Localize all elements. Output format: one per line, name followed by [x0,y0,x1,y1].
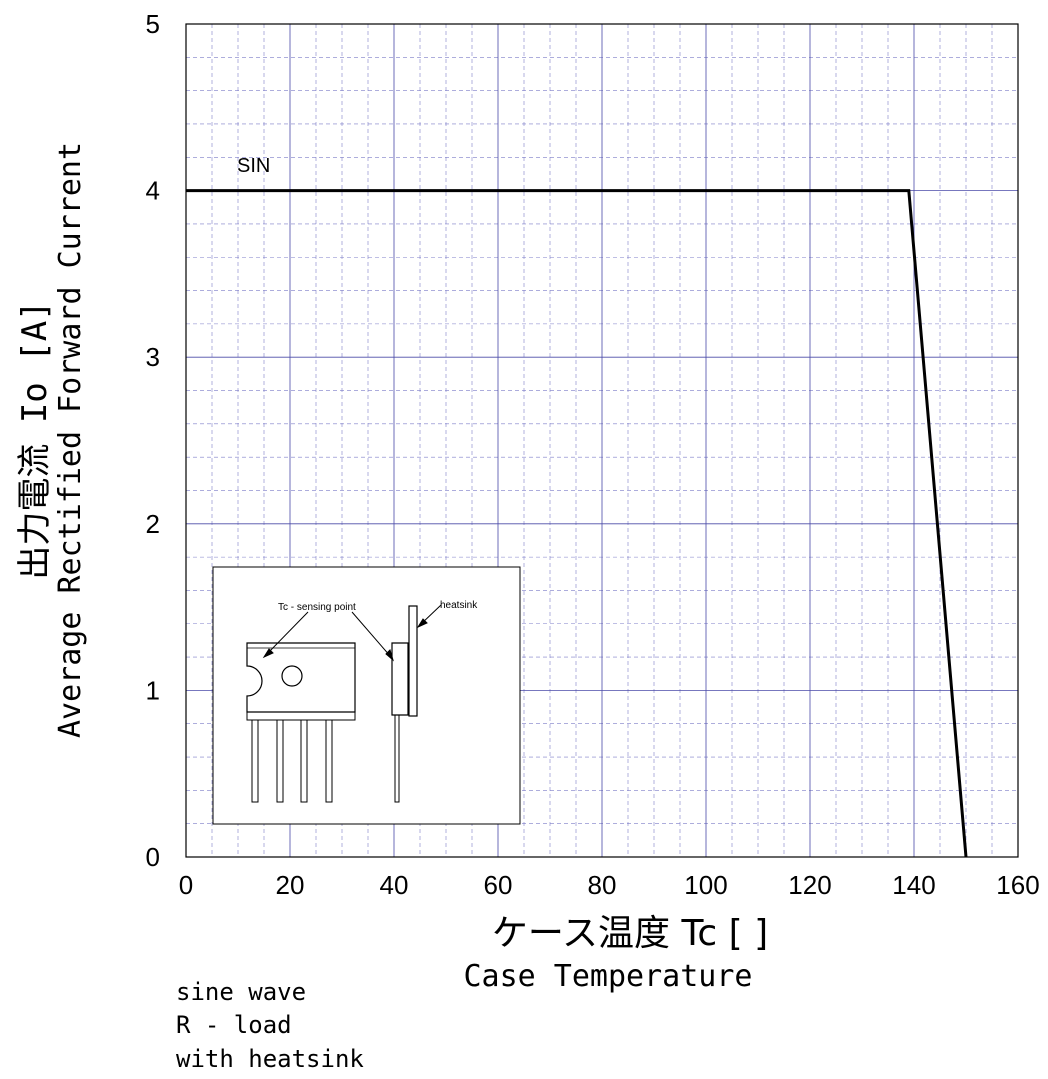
y-tick-label: 2 [146,509,160,539]
note-r-load: R - load [176,1011,292,1039]
x-tick-label: 100 [684,870,727,900]
x-tick-label: 40 [380,870,409,900]
y-tick-label: 0 [146,842,160,872]
x-tick-label: 120 [788,870,831,900]
note-with-heatsink: with heatsink [176,1045,364,1073]
inset-frame [212,566,521,825]
y-tick-label: 3 [146,342,160,372]
package-hole [281,665,303,687]
x-tick-labels: 0 20 40 60 80 100 120 140 160 [179,870,1040,900]
x-axis-title-en: Case Temperature [464,959,753,994]
y-axis-title-en: Average Rectified Forward Current [53,142,88,738]
y-tick-label: 4 [146,176,160,206]
y-tick-label: 1 [146,675,160,705]
x-tick-label: 160 [996,870,1039,900]
y-tick-labels: 0 1 2 3 4 5 [146,9,160,872]
package-side-view [391,642,409,716]
x-tick-label: 20 [276,870,305,900]
tc-sensing-label: Tc - sensing point [278,602,356,613]
x-tick-label: 60 [484,870,513,900]
y-tick-label: 5 [146,9,160,39]
series-line-sin [186,189,968,858]
x-tick-label: 80 [588,870,617,900]
x-tick-label: 140 [892,870,935,900]
heatsink-label: heatsink [440,600,478,611]
y-axis-title-jp: 出力電流 Io [A] [15,300,55,579]
heatsink-plate [408,605,418,717]
package-leads [251,719,333,803]
inset-package-drawing: Tc - sensing point heatsink [212,566,521,825]
y-axis-title: 出力電流 Io [A] Average Rectified Forward Cu… [15,142,88,738]
x-tick-label: 0 [179,870,193,900]
package-body-front [246,642,356,713]
note-sine-wave: sine wave [176,978,306,1006]
inset-arrows [262,604,442,662]
plot-frame [185,23,1019,858]
series-label-sin: SIN [237,155,270,177]
x-axis-title-jp: ケース温度 Tc [ ] [492,913,768,954]
